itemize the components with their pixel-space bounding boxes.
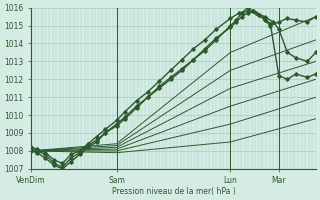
X-axis label: Pression niveau de la mer( hPa ): Pression niveau de la mer( hPa ) — [112, 187, 236, 196]
